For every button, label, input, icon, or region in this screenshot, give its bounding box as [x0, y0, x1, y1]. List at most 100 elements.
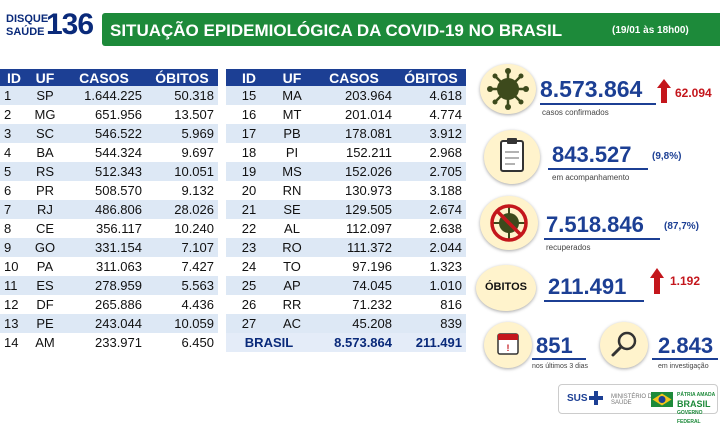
- deaths-value: 211.491: [548, 274, 627, 299]
- cell-id: 10: [0, 257, 28, 276]
- table-row: 10 PA 311.063 7.427: [0, 257, 218, 276]
- cell-obitos: 28.026: [146, 200, 218, 219]
- cell-id: 7: [0, 200, 28, 219]
- virus-icon: [480, 64, 536, 114]
- ministry-line2: SAÚDE: [611, 400, 632, 406]
- cell-id: 26: [226, 295, 272, 314]
- cell-casos: 201.014: [312, 105, 396, 124]
- cell-id: 4: [0, 143, 28, 162]
- cell-uf: MG: [28, 105, 62, 124]
- cell-casos: 486.806: [62, 200, 146, 219]
- cell-id: 3: [0, 124, 28, 143]
- table-row: 22 AL 112.097 2.638: [226, 219, 466, 238]
- increase-arrow-icon: [657, 79, 671, 103]
- cell-uf: RS: [28, 162, 62, 181]
- cell-uf: SE: [272, 200, 312, 219]
- disque-saude-logo: DISQUE SAÚDE 136: [6, 8, 98, 46]
- cell-casos: 331.154: [62, 238, 146, 257]
- cell-uf: DF: [28, 295, 62, 314]
- cell-id: 12: [0, 295, 28, 314]
- table-row: 3 SC 546.522 5.969: [0, 124, 218, 143]
- states-table-left: ID UF CASOS ÓBITOS 1 SP 1.644.225 50.318 2 MG…: [0, 69, 218, 352]
- crossed-virus-icon: [480, 196, 538, 250]
- cell-id: 19: [226, 162, 272, 181]
- cell-obitos: 5.969: [146, 124, 218, 143]
- investigating-value: 2.843: [658, 333, 714, 358]
- investigating-label: em investigação: [658, 363, 709, 370]
- recovered-label: recuperados: [546, 243, 591, 252]
- page-title: SITUAÇÃO EPIDEMIOLÓGICA DA COVID-19 NO B…: [110, 21, 563, 40]
- cell-id: 18: [226, 143, 272, 162]
- deaths-underline: [544, 300, 644, 302]
- cell-obitos: 4.436: [146, 295, 218, 314]
- total-casos: 8.573.864: [312, 333, 396, 352]
- table-row: 1 SP 1.644.225 50.318: [0, 86, 218, 105]
- magnifier-icon: [600, 322, 648, 368]
- table-header-row: ID UF CASOS ÓBITOS: [226, 69, 466, 86]
- cell-id: 20: [226, 181, 272, 200]
- cell-id: 6: [0, 181, 28, 200]
- cell-obitos: 2.968: [396, 143, 466, 162]
- table-row: 25 AP 74.045 1.010: [226, 276, 466, 295]
- brasil-motto: PÁTRIA AMADA: [677, 392, 716, 398]
- monitoring-label: em acompanhamento: [552, 173, 630, 182]
- cell-obitos: 2.044: [396, 238, 466, 257]
- cell-id: 11: [0, 276, 28, 295]
- cell-uf: GO: [28, 238, 62, 257]
- cell-obitos: 3.912: [396, 124, 466, 143]
- total-obitos: 211.491: [396, 333, 466, 352]
- confirmed-cases-label: casos confirmados: [542, 108, 609, 117]
- cell-uf: AL: [272, 219, 312, 238]
- cell-uf: MS: [272, 162, 312, 181]
- cell-id: 2: [0, 105, 28, 124]
- investigating-underline: [652, 358, 718, 360]
- cell-casos: 651.956: [62, 105, 146, 124]
- cell-casos: 233.971: [62, 333, 146, 352]
- cell-casos: 112.097: [312, 219, 396, 238]
- brasil-logo: PÁTRIA AMADA BRASIL GOVERNO FEDERAL: [677, 391, 717, 426]
- cell-obitos: 10.051: [146, 162, 218, 181]
- cell-obitos: 7.107: [146, 238, 218, 257]
- column-header-casos: CASOS: [62, 69, 146, 86]
- cell-casos: 1.644.225: [62, 86, 146, 105]
- cell-uf: PE: [28, 314, 62, 333]
- cell-id: 23: [226, 238, 272, 257]
- cell-obitos: 4.618: [396, 86, 466, 105]
- cell-uf: PA: [28, 257, 62, 276]
- table-row: 17 PB 178.081 3.912: [226, 124, 466, 143]
- deaths-badge: ÓBITOS: [476, 265, 536, 311]
- cell-obitos: 50.318: [146, 86, 218, 105]
- government-logos: SUS MINISTÉRIO DA SAÚDE PÁTRIA AMADA BRA…: [558, 384, 718, 425]
- table-row: 4 BA 544.324 9.697: [0, 143, 218, 162]
- cell-uf: BA: [28, 143, 62, 162]
- column-header-uf: UF: [272, 69, 312, 86]
- cell-id: 22: [226, 219, 272, 238]
- cell-casos: 129.505: [312, 200, 396, 219]
- cell-obitos: 13.507: [146, 105, 218, 124]
- column-header-obitos: ÓBITOS: [146, 69, 218, 86]
- cell-uf: AM: [28, 333, 62, 352]
- cell-casos: 356.117: [62, 219, 146, 238]
- logo-number: 136: [46, 8, 94, 41]
- sus-logo: SUS: [567, 393, 588, 404]
- svg-text:!: !: [507, 343, 510, 353]
- brasil-word: BRASIL: [677, 399, 711, 409]
- total-label: BRASIL: [226, 333, 312, 352]
- cell-id: 25: [226, 276, 272, 295]
- cell-obitos: 7.427: [146, 257, 218, 276]
- table-row: 15 MA 203.964 4.618: [226, 86, 466, 105]
- new-deaths-value: 1.192: [670, 274, 701, 288]
- table-row: 8 CE 356.117 10.240: [0, 219, 218, 238]
- recovered-value: 7.518.846: [546, 212, 644, 237]
- cell-id: 15: [226, 86, 272, 105]
- brasil-flag-icon: [651, 392, 673, 407]
- sus-cross-icon: [589, 391, 603, 405]
- monitoring-value: 843.527: [552, 142, 632, 167]
- ministry-logo: MINISTÉRIO DA SAÚDE: [611, 394, 656, 406]
- ministry-line1: MINISTÉRIO DA: [611, 394, 657, 400]
- cell-uf: MT: [272, 105, 312, 124]
- cell-id: 8: [0, 219, 28, 238]
- table-row: 6 PR 508.570 9.132: [0, 181, 218, 200]
- calendar-icon: !: [484, 322, 532, 368]
- table-row: 13 PE 243.044 10.059: [0, 314, 218, 333]
